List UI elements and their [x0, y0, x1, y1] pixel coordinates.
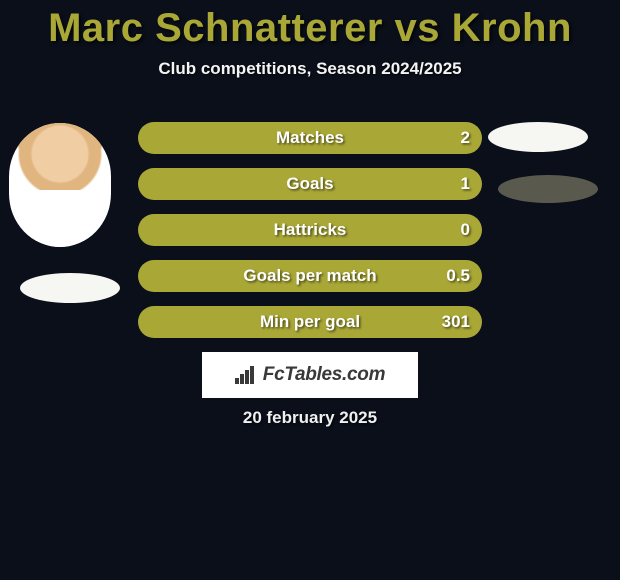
stat-bar: Goals per match 0.5	[138, 260, 482, 292]
stat-label: Goals	[286, 174, 333, 194]
bar-chart-icon	[235, 366, 257, 384]
stat-bar: Matches 2	[138, 122, 482, 154]
stats-bar-group: Matches 2 Goals 1 Hattricks 0 Goals per match 0…	[138, 122, 482, 352]
stat-value: 2	[461, 128, 470, 148]
page-title: Marc Schnatterer vs Krohn	[0, 0, 620, 51]
stat-value: 1	[461, 174, 470, 194]
stat-bar: Goals 1	[138, 168, 482, 200]
player2-marker-oval-mid	[498, 175, 598, 203]
title-vs: vs	[395, 6, 441, 50]
title-player1: Marc Schnatterer	[48, 6, 383, 50]
title-player2: Krohn	[452, 6, 572, 50]
source-logo-text: FcTables.com	[263, 364, 385, 386]
player1-avatar	[9, 123, 111, 247]
stat-value: 0	[461, 220, 470, 240]
source-logo: FcTables.com	[202, 352, 418, 398]
stat-value: 301	[442, 312, 470, 332]
stat-label: Hattricks	[274, 220, 347, 240]
stat-label: Matches	[276, 128, 344, 148]
stat-bar: Min per goal 301	[138, 306, 482, 338]
stat-label: Goals per match	[243, 266, 376, 286]
date-label: 20 february 2025	[0, 408, 620, 428]
stat-value: 0.5	[446, 266, 470, 286]
player1-marker-oval	[20, 273, 120, 303]
subtitle: Club competitions, Season 2024/2025	[0, 59, 620, 79]
stat-bar: Hattricks 0	[138, 214, 482, 246]
player2-marker-oval-top	[488, 122, 588, 152]
stat-label: Min per goal	[260, 312, 360, 332]
